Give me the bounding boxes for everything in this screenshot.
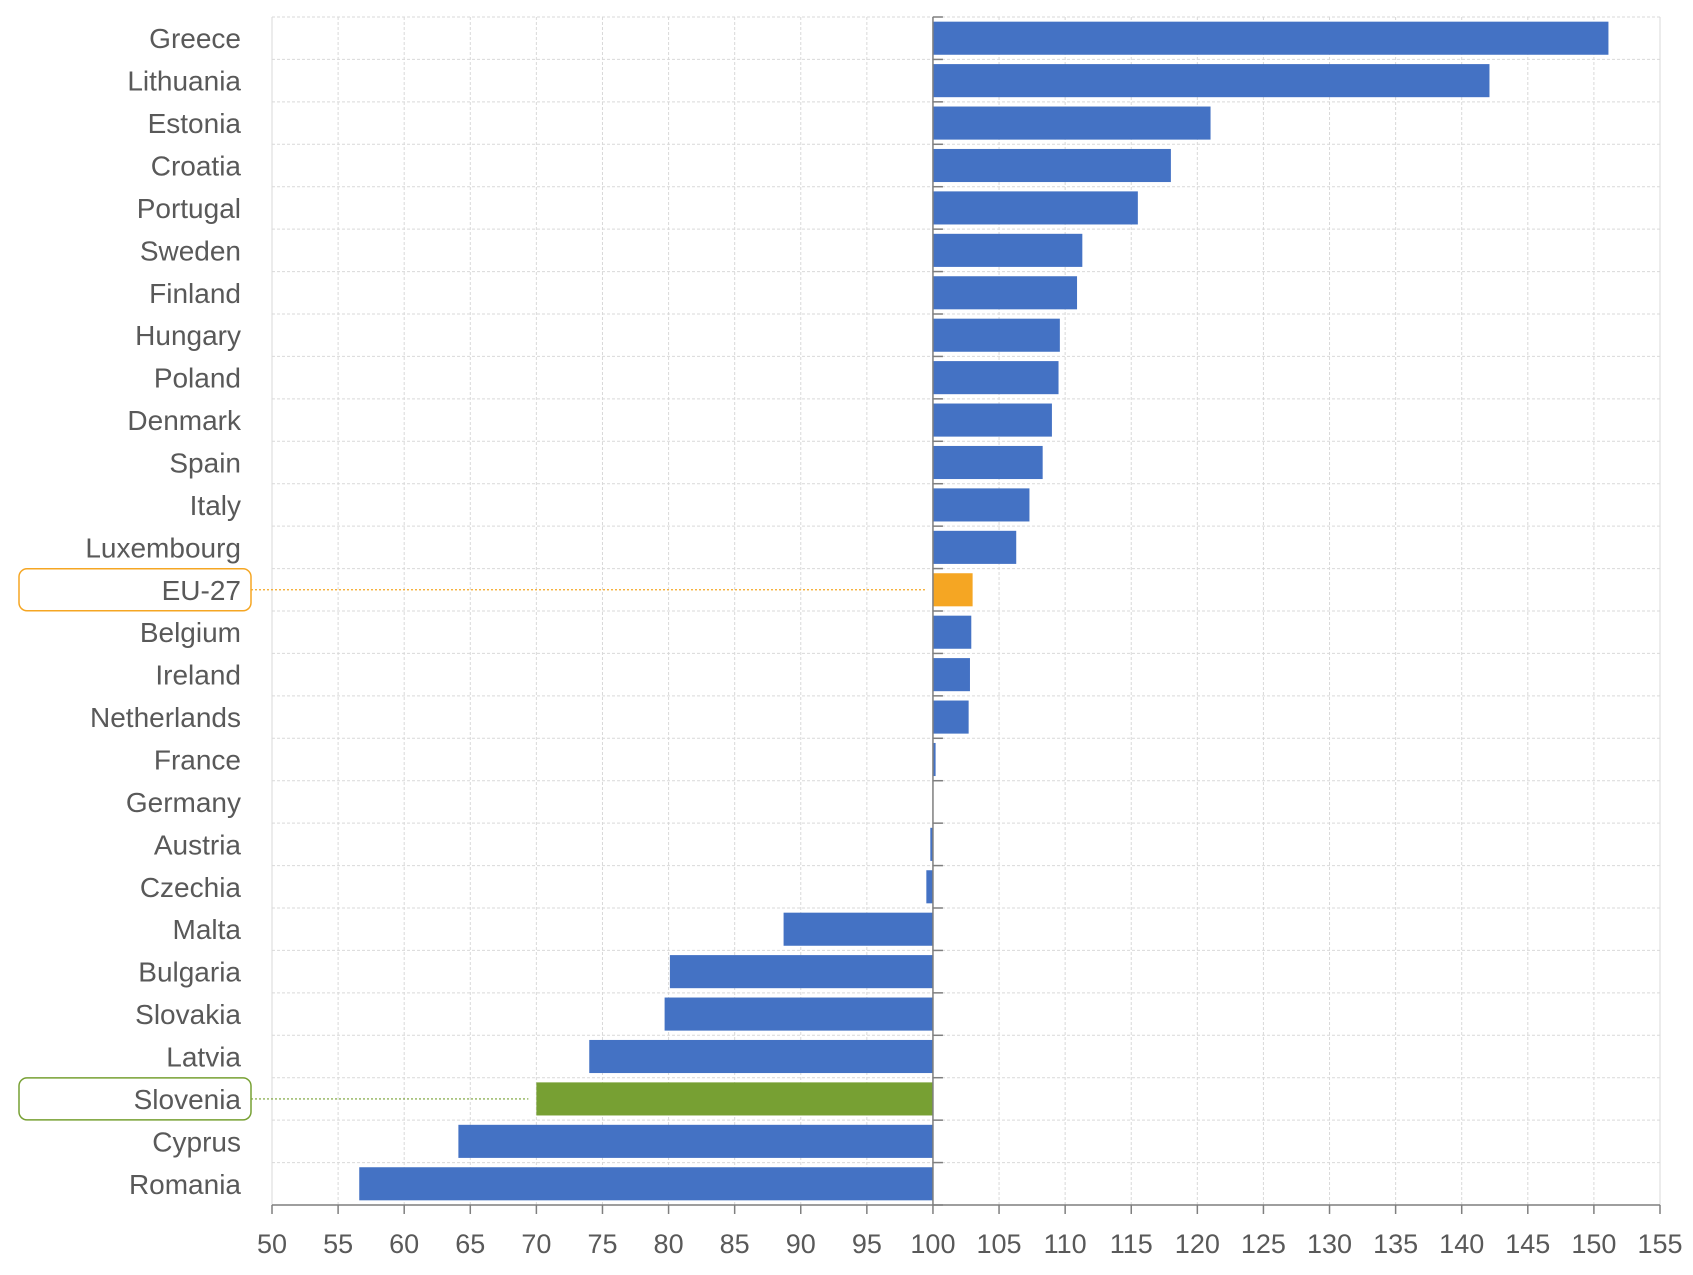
axis-layer xyxy=(271,16,1661,1214)
category-label-estonia: Estonia xyxy=(148,108,242,139)
category-label-malta: Malta xyxy=(173,914,242,945)
bar-romania xyxy=(359,1167,933,1201)
labels-layer: 50 55 60 65 70 75 80 85 90 95 100 105 110 115 120 125 13… xyxy=(18,23,1683,1259)
category-label-netherlands: Netherlands xyxy=(90,702,241,733)
category-label-slovakia: Slovakia xyxy=(135,999,241,1030)
x-tick-label: 60 xyxy=(389,1229,419,1259)
bar-hungary xyxy=(932,318,1060,352)
bar-portugal xyxy=(932,191,1138,225)
bar-italy xyxy=(932,488,1030,522)
bar-austria xyxy=(930,827,933,861)
category-label-poland: Poland xyxy=(154,363,241,394)
category-label-luxembourg: Luxembourg xyxy=(85,532,241,563)
category-label-spain: Spain xyxy=(169,448,241,479)
bar-poland xyxy=(932,361,1059,395)
x-tick-label: 100 xyxy=(910,1229,955,1259)
bar-netherlands xyxy=(932,700,969,734)
bar-latvia xyxy=(589,1039,933,1074)
bar-belgium xyxy=(932,615,972,649)
x-tick-label: 105 xyxy=(977,1229,1022,1259)
x-tick-label: 80 xyxy=(654,1229,684,1259)
x-tick-label: 95 xyxy=(852,1229,882,1259)
category-label-latvia: Latvia xyxy=(166,1042,241,1073)
category-label-finland: Finland xyxy=(149,278,241,309)
bar-greece xyxy=(932,21,1609,55)
category-label-slovenia: Slovenia xyxy=(134,1084,242,1115)
category-label-eu-27: EU-27 xyxy=(162,575,241,606)
bar-czechia xyxy=(926,870,933,904)
bar-bulgaria xyxy=(669,955,933,989)
x-tick-label: 85 xyxy=(720,1229,750,1259)
bar-denmark xyxy=(932,403,1052,437)
bars-layer xyxy=(359,21,1609,1201)
bar-sweden xyxy=(932,233,1083,267)
category-label-cyprus: Cyprus xyxy=(152,1126,241,1157)
x-tick-label: 140 xyxy=(1439,1229,1484,1259)
category-label-italy: Italy xyxy=(190,490,241,521)
x-tick-label: 150 xyxy=(1571,1229,1616,1259)
x-tick-label: 125 xyxy=(1241,1229,1286,1259)
bar-slovenia xyxy=(536,1082,933,1116)
bar-slovakia xyxy=(664,997,933,1031)
bar-croatia xyxy=(932,148,1171,183)
category-label-ireland: Ireland xyxy=(155,660,241,691)
category-label-austria: Austria xyxy=(154,829,242,860)
x-tick-label: 120 xyxy=(1175,1229,1220,1259)
category-label-croatia: Croatia xyxy=(151,151,242,182)
category-label-hungary: Hungary xyxy=(135,320,241,351)
bar-luxembourg xyxy=(932,530,1017,564)
x-tick-label: 55 xyxy=(323,1229,353,1259)
x-tick-label: 110 xyxy=(1044,1229,1087,1259)
x-tick-label: 130 xyxy=(1307,1229,1352,1259)
bar-finland xyxy=(932,276,1078,310)
category-label-czechia: Czechia xyxy=(140,872,242,903)
bar-cyprus xyxy=(458,1124,933,1158)
x-tick-label: 50 xyxy=(257,1229,287,1259)
category-label-sweden: Sweden xyxy=(140,235,241,266)
x-tick-label: 155 xyxy=(1637,1229,1682,1259)
x-tick-label: 135 xyxy=(1373,1229,1418,1259)
category-label-france: France xyxy=(154,745,241,776)
bar-ireland xyxy=(932,658,970,692)
x-tick-label: 75 xyxy=(587,1229,617,1259)
category-label-bulgaria: Bulgaria xyxy=(138,957,241,988)
category-label-portugal: Portugal xyxy=(137,193,241,224)
category-label-belgium: Belgium xyxy=(140,617,241,648)
category-label-germany: Germany xyxy=(126,787,241,818)
category-label-denmark: Denmark xyxy=(127,405,242,436)
x-tick-label: 65 xyxy=(455,1229,485,1259)
category-label-greece: Greece xyxy=(149,23,241,54)
x-tick-label: 70 xyxy=(521,1229,551,1259)
bar-eu-27 xyxy=(932,573,973,607)
bar-france xyxy=(932,742,936,777)
bar-spain xyxy=(932,445,1043,480)
bar-estonia xyxy=(932,106,1211,140)
bar-malta xyxy=(783,912,933,946)
x-tick-label: 145 xyxy=(1505,1229,1550,1259)
category-label-romania: Romania xyxy=(129,1169,241,1200)
x-tick-label: 115 xyxy=(1110,1229,1153,1259)
bar-lithuania xyxy=(932,64,1490,98)
x-tick-label: 90 xyxy=(786,1229,816,1259)
category-label-lithuania: Lithuania xyxy=(127,66,241,97)
